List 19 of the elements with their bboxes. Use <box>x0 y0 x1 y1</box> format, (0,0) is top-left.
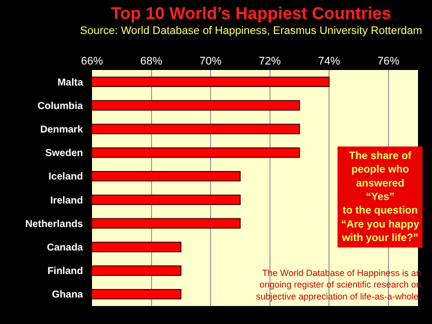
chart-subtitle: Source: World Database of Happiness, Erasmus University Rotterdam <box>80 25 422 37</box>
y-tick-label: Finland <box>47 266 83 278</box>
y-tick-label: Ireland <box>50 195 83 206</box>
x-tick-label: 74% <box>318 56 340 68</box>
x-tick-label: 70% <box>200 56 222 68</box>
x-tick-label: 66% <box>80 56 104 68</box>
y-tick-label: Netherlands <box>25 218 84 230</box>
y-tick-label: Denmark <box>40 124 84 136</box>
x-tick-label: 68% <box>140 56 162 68</box>
y-tick-label: Sweden <box>45 148 83 160</box>
y-tick-label: Columbia <box>37 100 84 112</box>
annotation: The share of people who answered “Yes” to the question “Are you happy with your life?” <box>341 150 420 244</box>
y-tick-label: Malta <box>57 77 84 88</box>
y-tick-label: Ghana <box>52 290 84 301</box>
y-tick-label: Canada <box>46 242 84 254</box>
x-tick-label: 72% <box>258 56 282 68</box>
x-tick-label: 76% <box>377 56 400 68</box>
y-tick-label: Iceland <box>48 172 83 183</box>
chart-title: Top 10 World’s Happiest Countries <box>111 4 392 23</box>
